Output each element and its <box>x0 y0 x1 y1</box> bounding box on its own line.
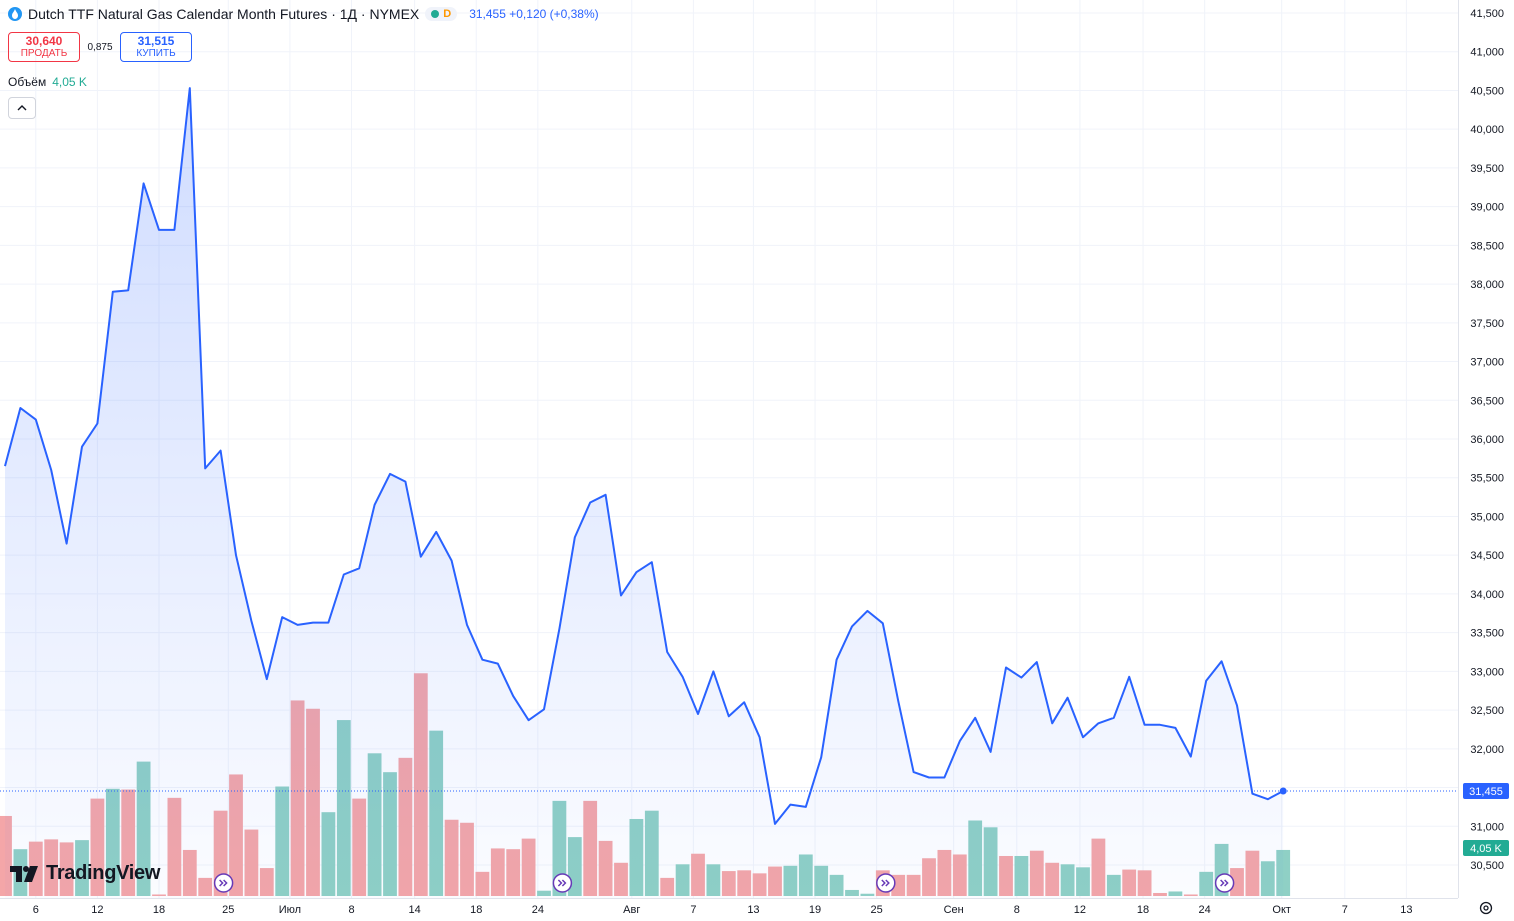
market-status[interactable]: D <box>425 7 457 21</box>
price-area-fill <box>5 88 1283 898</box>
y-tick-label: 35,500 <box>1470 473 1504 485</box>
x-tick-label: 12 <box>1074 904 1086 916</box>
trade-panel: 30,640 ПРОДАТЬ 0,875 31,515 КУПИТЬ <box>8 32 192 62</box>
y-tick-label: 38,500 <box>1470 240 1504 252</box>
x-tick-label: Июл <box>279 904 301 916</box>
event-marker-icon[interactable] <box>215 874 233 892</box>
chart-header: Dutch TTF Natural Gas Calendar Month Fut… <box>8 6 599 22</box>
y-tick-label: 38,000 <box>1470 279 1504 291</box>
sell-price: 30,640 <box>9 35 79 48</box>
x-tick-label: 12 <box>91 904 103 916</box>
x-tick-label: Сен <box>944 904 964 916</box>
x-tick-label: 13 <box>1400 904 1412 916</box>
buy-button[interactable]: 31,515 КУПИТЬ <box>120 32 192 62</box>
volume-legend[interactable]: Объём 4,05 K <box>8 75 87 89</box>
x-tick-label: 19 <box>809 904 821 916</box>
y-tick-label: 37,000 <box>1470 357 1504 369</box>
buy-price: 31,515 <box>121 35 191 48</box>
y-tick-label: 34,000 <box>1470 589 1504 601</box>
last-volume-label-text: 4,05 K <box>1470 843 1502 855</box>
y-tick-label: 33,000 <box>1470 666 1504 678</box>
x-tick-label: 25 <box>871 904 883 916</box>
x-tick-label: 13 <box>747 904 759 916</box>
x-tick-label: 14 <box>409 904 421 916</box>
x-tick-label: 24 <box>1199 904 1211 916</box>
gear-icon <box>1478 900 1494 916</box>
price-change: +0,120 (+0,38%) <box>509 7 598 21</box>
tradingview-logo-text: TradingView <box>46 862 160 885</box>
y-tick-label: 41,500 <box>1470 8 1504 20</box>
last-price-label-text: 31,455 <box>1469 786 1503 798</box>
chevron-up-icon <box>17 105 27 111</box>
y-tick-label: 30,500 <box>1470 860 1504 872</box>
symbol-title[interactable]: Dutch TTF Natural Gas Calendar Month Fut… <box>28 6 419 22</box>
tradingview-logo-icon <box>10 864 42 884</box>
x-tick-label: 7 <box>690 904 696 916</box>
y-tick-label: 33,500 <box>1470 628 1504 640</box>
x-tick-label: 18 <box>470 904 482 916</box>
y-tick-label: 32,500 <box>1470 705 1504 717</box>
x-tick-label: 7 <box>1342 904 1348 916</box>
x-tick-label: 24 <box>532 904 544 916</box>
buy-label: КУПИТЬ <box>121 48 191 59</box>
y-tick-label: 39,500 <box>1470 163 1504 175</box>
volume-legend-value: 4,05 K <box>52 75 87 89</box>
sell-button[interactable]: 30,640 ПРОДАТЬ <box>8 32 80 62</box>
x-tick-label: 6 <box>33 904 39 916</box>
flame-icon <box>8 7 22 21</box>
y-tick-label: 36,000 <box>1470 434 1504 446</box>
x-tick-label: Авг <box>623 904 640 916</box>
y-tick-label: 37,500 <box>1470 318 1504 330</box>
y-tick-label: 39,000 <box>1470 202 1504 214</box>
x-tick-label: Окт <box>1272 904 1291 916</box>
last-volume-label: 4,05 K <box>1463 840 1509 856</box>
sell-label: ПРОДАТЬ <box>9 48 79 59</box>
y-tick-label: 40,000 <box>1470 124 1504 136</box>
y-tick-label: 32,000 <box>1470 744 1504 756</box>
time-axis[interactable]: 6 12 18 25 Июл 8 14 18 24 Авг 7 13 19 25 Сен 8 12 18 24 Окт… <box>33 904 1413 916</box>
last-price-dot <box>1280 788 1287 795</box>
last-price: 31,455 +0,120 (+0,38%) <box>469 7 598 21</box>
event-marker-icon[interactable] <box>877 874 895 892</box>
y-tick-label: 41,000 <box>1470 47 1504 59</box>
y-tick-label: 36,500 <box>1470 395 1504 407</box>
x-tick-label: 18 <box>1137 904 1149 916</box>
spread-value: 0,875 <box>86 42 114 53</box>
x-tick-label: 8 <box>1014 904 1020 916</box>
market-open-dot-icon <box>431 10 439 18</box>
y-tick-label: 34,500 <box>1470 550 1504 562</box>
collapse-legend-button[interactable] <box>8 97 36 119</box>
x-tick-label: 18 <box>153 904 165 916</box>
event-marker-icon[interactable] <box>553 874 571 892</box>
y-tick-label: 31,000 <box>1470 821 1504 833</box>
y-tick-label: 40,500 <box>1470 85 1504 97</box>
delay-badge: D <box>443 8 451 20</box>
tradingview-logo[interactable]: TradingView <box>10 862 160 885</box>
x-tick-label: 25 <box>222 904 234 916</box>
y-tick-label: 35,000 <box>1470 511 1504 523</box>
event-marker-icon[interactable] <box>1216 874 1234 892</box>
volume-legend-label: Объём <box>8 75 46 89</box>
x-tick-label: 8 <box>348 904 354 916</box>
last-price-value: 31,455 <box>469 7 506 21</box>
last-price-label: 31,455 <box>1463 783 1509 799</box>
